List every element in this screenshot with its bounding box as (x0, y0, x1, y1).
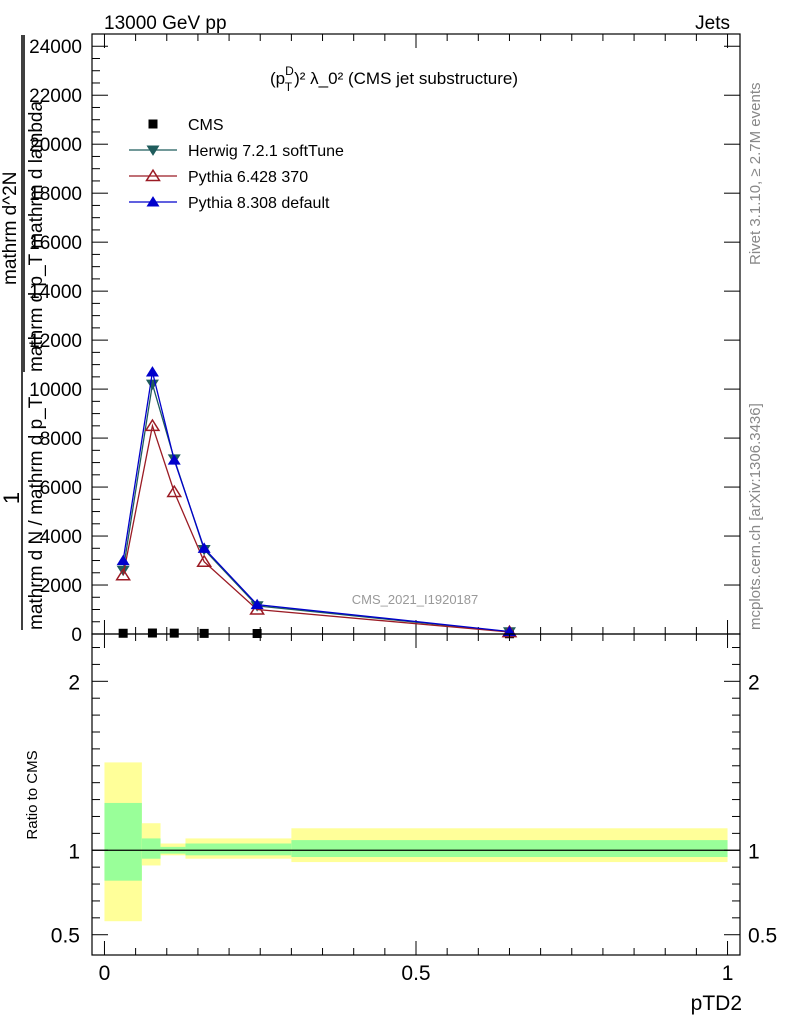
title-rest: )² λ_0² (CMS jet substructure) (294, 69, 518, 88)
ratio-band-inner (185, 843, 292, 856)
data-point-series-3 (145, 366, 159, 377)
y-tick-label: 8000 (40, 429, 82, 450)
y-tick-label: 16000 (29, 233, 82, 254)
y-tick-label: 14000 (29, 282, 82, 303)
data-point-series-3 (167, 454, 181, 465)
ratio-band-inner (141, 838, 161, 859)
mcplots-label: mcplots.cern.ch [arXiv:1306.3436] (747, 403, 764, 630)
ratio-y-tick-label: 0.5 (51, 925, 80, 948)
data-point-series-2 (144, 418, 161, 432)
ratio-y-tick-label-right: 1 (748, 840, 760, 863)
y-tick-label: 10000 (29, 380, 82, 401)
header-left-label: 13000 GeV pp (104, 13, 227, 34)
data-point-series-3 (197, 542, 211, 553)
rivet-label: Rivet 3.1.10, ≥ 2.7M events (747, 83, 764, 266)
x-axis-label: pTD2 (691, 992, 742, 1015)
data-point-series-2 (196, 554, 213, 568)
ratio-y-axis-label: Ratio to CMS (24, 750, 41, 839)
series-line-3 (122, 371, 510, 633)
legend-label: Pythia 6.428 370 (188, 169, 308, 186)
y-tick-label: 2000 (40, 576, 82, 597)
legend-marker-2 (145, 168, 161, 182)
chart-title: (pD T)² λ_0² (CMS jet substructure) (270, 64, 518, 94)
legend-marker-0 (148, 119, 158, 129)
data-point-series-3 (116, 554, 130, 566)
data-point-series-0 (147, 628, 157, 638)
data-point-series-1 (116, 565, 130, 577)
title-sup: D (285, 64, 294, 78)
data-point-series-1 (145, 379, 159, 391)
main-panel: 0 2000 4000 6000 8000 10000 12000 14000 16000 180… (0, 33, 741, 646)
y-tick-label: 0 (71, 625, 82, 646)
ratio-y-tick-label: 1 (68, 840, 80, 863)
header-right-label: Jets (695, 13, 730, 34)
ratio-frame (91, 633, 741, 956)
ratio-band-inner (104, 802, 142, 881)
x-tick-label: 1 (722, 962, 734, 985)
y-axis-label-denominator: mathrm d N / mathrm d p_T (26, 396, 47, 630)
data-point-series-0 (118, 628, 128, 638)
y-tick-label: 18000 (29, 184, 82, 205)
legend-label: Herwig 7.2.1 softTune (188, 143, 344, 160)
y-tick-label: 22000 (29, 86, 82, 107)
data-point-series-2 (115, 567, 132, 581)
y-axis-label-denominator2: mathrm d p_T mathrm d lambda (26, 101, 47, 372)
y-axis-label-numerator2: mathrm d^2N (0, 172, 21, 285)
ratio-y-tick-label-right: 0.5 (748, 925, 777, 948)
data-point-series-2 (166, 484, 183, 498)
legend-marker-3 (146, 196, 160, 207)
y-axis-label-numerator: 1 (0, 492, 24, 504)
ratio-panel: 0.5 0.5 1 1 2 2 0 0.5 1 pTD2 Ratio to CMS (24, 633, 777, 1015)
series-line-2 (122, 423, 510, 633)
ratio-y-tick-label: 2 (68, 671, 80, 694)
data-point-series-3 (250, 598, 264, 610)
x-tick-label: 0 (99, 962, 111, 985)
y-tick-label: 20000 (29, 135, 82, 156)
data-point-series-0 (169, 628, 179, 638)
y-tick-label: 4000 (40, 527, 82, 548)
legend-label: Pythia 8.308 default (188, 195, 330, 212)
ratio-band-inner (291, 840, 728, 858)
data-point-series-0 (199, 628, 209, 638)
ratio-y-tick-label-right: 2 (748, 671, 760, 694)
y-tick-label: 12000 (29, 331, 82, 352)
title-part: (p (270, 69, 285, 88)
y-tick-label: 6000 (40, 478, 82, 499)
watermark-label: CMS_2021_I1920187 (352, 592, 479, 607)
title-sub: T (285, 80, 293, 94)
legend-marker-1 (146, 145, 160, 156)
legend-label: CMS (188, 117, 224, 134)
x-tick-label: 0.5 (401, 962, 430, 985)
y-tick-label: 24000 (29, 37, 82, 58)
